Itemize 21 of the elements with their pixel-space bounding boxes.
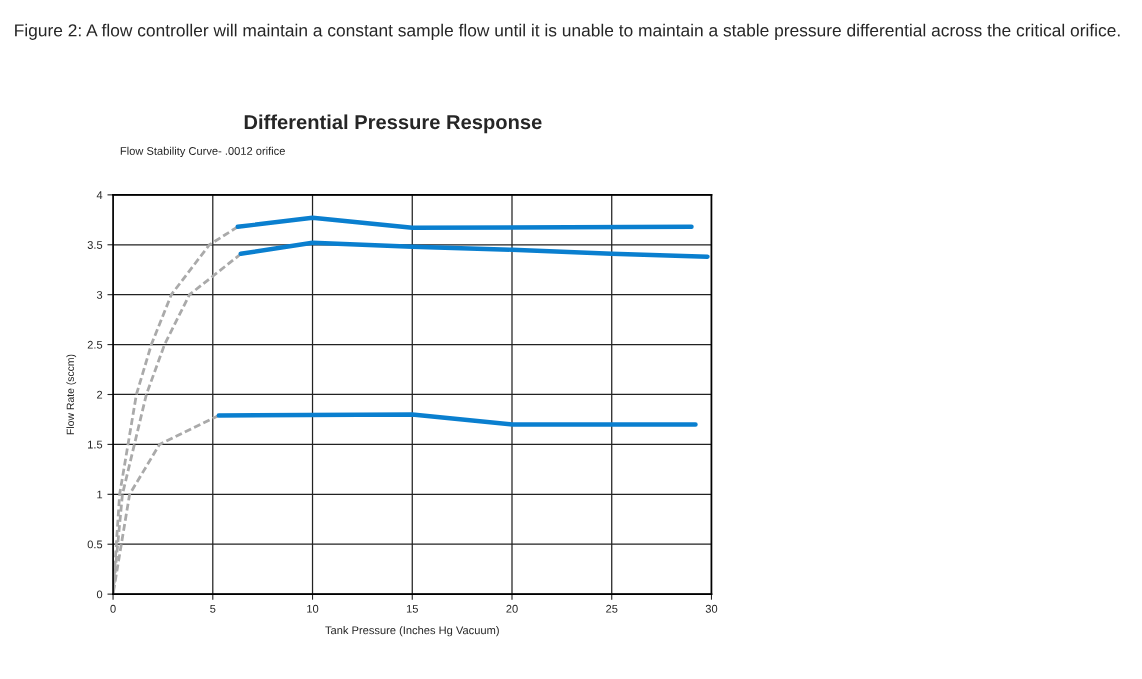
y-tick-label: 0.5 — [87, 540, 103, 549]
x-tick-label: 30 — [705, 604, 718, 613]
chart-title: Differential Pressure Response — [244, 114, 542, 134]
y-tick-label: 4 — [96, 191, 103, 199]
y-tick-label: 3 — [96, 290, 103, 299]
x-tick-label: 15 — [406, 604, 418, 613]
y-tick-label: 3.5 — [87, 241, 103, 249]
x-tick-label: 0 — [110, 604, 116, 613]
x-tick-label: 5 — [210, 604, 216, 613]
chart-subtitle: Flow Stability Curve- .0012 orifice — [120, 146, 285, 158]
x-tick-label: 20 — [506, 604, 518, 613]
y-tick-label: 0 — [96, 590, 103, 599]
x-tick-label: 25 — [606, 604, 618, 613]
y-tick-label: 1.5 — [88, 440, 103, 449]
y-tick-label: 1 — [97, 490, 103, 499]
x-tick-label: 10 — [307, 604, 319, 613]
y-tick-label: 2 — [97, 390, 103, 399]
x-axis-title: Tank Pressure (Inches Hg Vacuum) — [325, 626, 499, 637]
caption: Figure 2: A flow controller will maintain a constant sample flow until it is unable to maintain a stable pressure differential across the critical orifice. — [15, 23, 1120, 40]
y-tick-label: 2.5 — [87, 340, 103, 349]
y-axis-title: Flow Rate (sccm) — [66, 354, 77, 435]
